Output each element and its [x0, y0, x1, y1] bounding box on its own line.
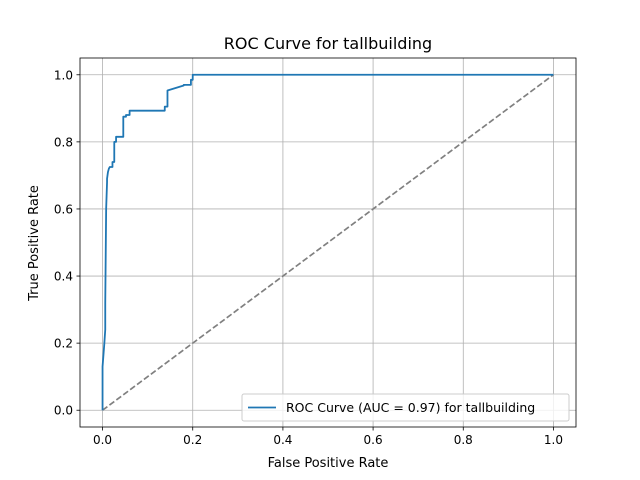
- x-tick-label: 0.6: [364, 433, 383, 447]
- y-tick-label: 0.0: [54, 404, 73, 418]
- x-tick-label: 1.0: [544, 433, 563, 447]
- y-tick-label: 0.4: [54, 270, 73, 284]
- plot-area-frame: [79, 57, 577, 428]
- y-axis-label: True Positive Rate: [27, 185, 42, 302]
- series-group: [101, 73, 554, 411]
- y-tick-label: 1.0: [54, 68, 73, 82]
- x-tick-label: 0.2: [183, 433, 202, 447]
- ticks: 0.0 0.2 0.4 0.6 0.8 1.0 0.0 0.2 0.4 0.6 0.8 1.0: [54, 68, 563, 447]
- legend-box: [241, 393, 570, 422]
- y-tick-label: 0.6: [54, 202, 73, 216]
- legend-label-roc: ROC Curve (AUC = 0.97) for tallbuilding: [286, 400, 535, 415]
- roc-curve-line: [101, 73, 554, 411]
- chart-title: ROC Curve for tallbuilding: [224, 34, 432, 53]
- chance-diagonal-line: [102, 74, 554, 411]
- legend: ROC Curve (AUC = 0.97) for tallbuilding: [241, 393, 570, 422]
- x-tick-label: 0.4: [273, 433, 292, 447]
- y-tick-label: 0.2: [54, 337, 73, 351]
- x-tick-label: 0.8: [454, 433, 473, 447]
- grid: [80, 58, 576, 427]
- x-tick-label: 0.0: [93, 433, 112, 447]
- x-axis-label: False Positive Rate: [268, 456, 389, 471]
- y-tick-label: 0.8: [54, 135, 73, 149]
